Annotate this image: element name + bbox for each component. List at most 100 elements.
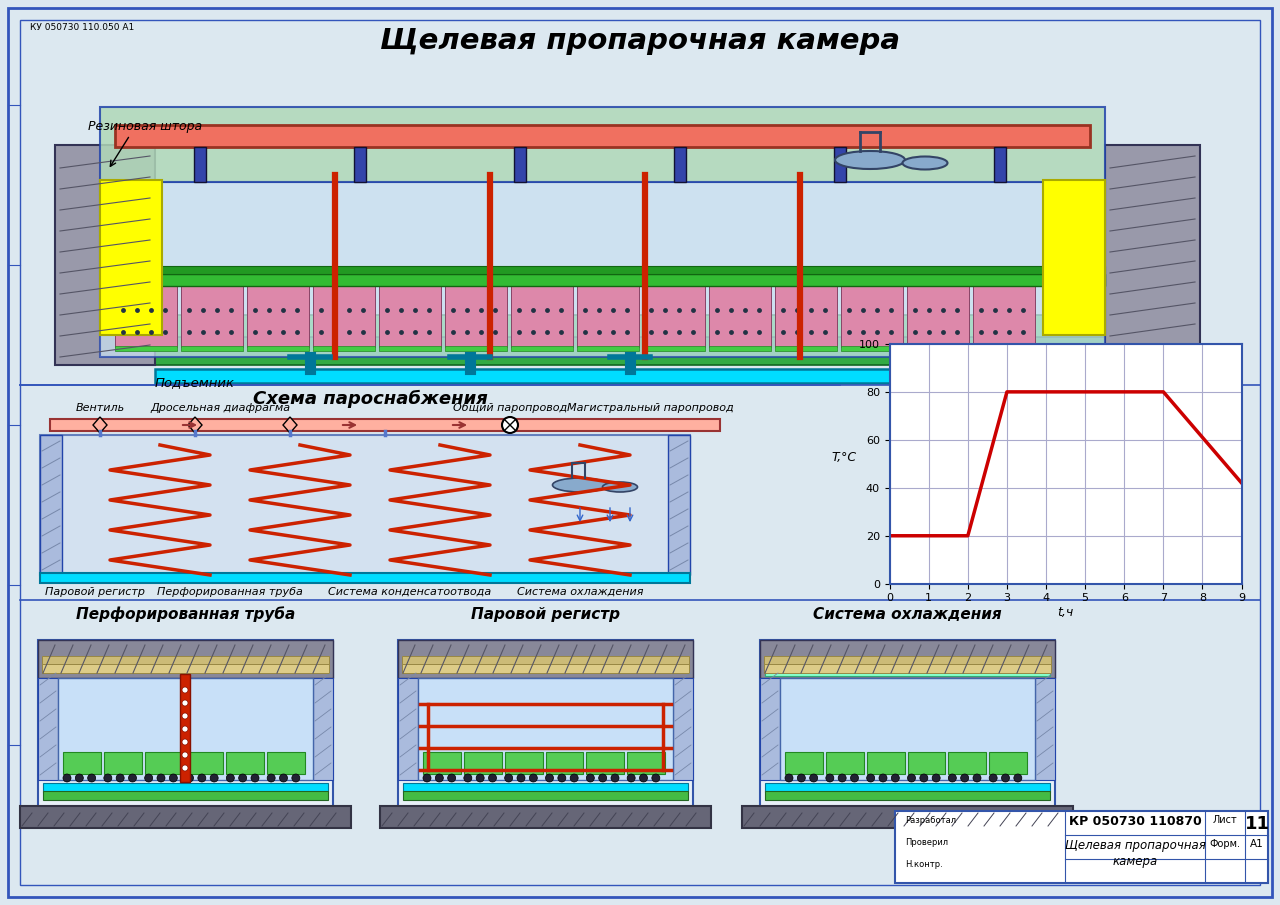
Bar: [38, 678, 58, 780]
Polygon shape: [93, 417, 108, 433]
Bar: [55, 315, 1201, 337]
Bar: [765, 666, 1050, 676]
Bar: [314, 285, 375, 347]
Bar: [826, 752, 864, 774]
Circle shape: [502, 417, 518, 433]
Circle shape: [186, 774, 193, 782]
Bar: [742, 806, 1073, 828]
Circle shape: [785, 774, 794, 782]
Text: КР 050730 110870: КР 050730 110870: [1069, 815, 1202, 828]
Circle shape: [463, 774, 472, 782]
Circle shape: [879, 774, 887, 782]
Bar: [104, 752, 142, 774]
Circle shape: [279, 774, 288, 782]
Bar: [355, 147, 366, 182]
Bar: [780, 678, 1036, 780]
Bar: [44, 791, 328, 800]
Bar: [314, 678, 333, 780]
Bar: [511, 285, 573, 347]
Circle shape: [157, 774, 165, 782]
Circle shape: [116, 774, 124, 782]
Bar: [379, 346, 442, 351]
Bar: [765, 791, 1050, 800]
Bar: [1105, 145, 1201, 365]
Bar: [673, 678, 692, 780]
Text: Общий паропровод: Общий паропровод: [453, 403, 567, 413]
Bar: [867, 752, 905, 774]
Bar: [764, 656, 1051, 664]
Circle shape: [182, 752, 188, 758]
Bar: [100, 266, 1105, 274]
Circle shape: [599, 774, 607, 782]
Circle shape: [891, 774, 900, 782]
Bar: [419, 678, 673, 780]
Circle shape: [489, 774, 497, 782]
Ellipse shape: [553, 478, 608, 492]
Circle shape: [961, 774, 969, 782]
Bar: [155, 369, 915, 383]
Text: Лист: Лист: [1212, 815, 1238, 825]
Text: КУ 050730 110.050 А1: КУ 050730 110.050 А1: [29, 23, 134, 32]
Bar: [577, 346, 639, 351]
Text: Схема пароснабжения: Схема пароснабжения: [252, 390, 488, 408]
Bar: [380, 806, 710, 828]
Circle shape: [227, 774, 234, 782]
Bar: [195, 147, 206, 182]
Circle shape: [104, 774, 111, 782]
Circle shape: [182, 713, 188, 719]
Circle shape: [973, 774, 980, 782]
Circle shape: [1001, 774, 1010, 782]
Bar: [100, 274, 1105, 286]
Bar: [314, 346, 375, 351]
Bar: [115, 346, 177, 351]
Circle shape: [210, 774, 218, 782]
Text: Система охлаждения: Система охлаждения: [813, 607, 1002, 622]
Bar: [908, 752, 946, 774]
Bar: [402, 664, 689, 673]
Bar: [841, 346, 902, 351]
Bar: [63, 752, 101, 774]
Bar: [247, 285, 308, 347]
Bar: [774, 285, 837, 347]
Text: Вентиль: Вентиль: [76, 403, 124, 413]
Text: Паровой регистр: Паровой регистр: [471, 607, 620, 622]
Text: Магистральный паропровод: Магистральный паропровод: [567, 403, 733, 413]
Circle shape: [1014, 774, 1021, 782]
Bar: [973, 346, 1036, 351]
Circle shape: [652, 774, 659, 782]
Bar: [145, 752, 183, 774]
Bar: [115, 285, 177, 347]
Text: Система охлаждения: Система охлаждения: [517, 587, 644, 597]
Bar: [835, 147, 846, 182]
Bar: [545, 752, 584, 774]
Bar: [402, 656, 689, 664]
Text: Щелевая пропарочная камера: Щелевая пропарочная камера: [380, 27, 900, 55]
Ellipse shape: [835, 151, 905, 169]
Bar: [760, 678, 780, 780]
Circle shape: [435, 774, 443, 782]
Bar: [422, 752, 461, 774]
Circle shape: [182, 700, 188, 706]
Bar: [58, 678, 314, 780]
Circle shape: [251, 774, 259, 782]
Bar: [100, 107, 1105, 182]
Circle shape: [268, 774, 275, 782]
Text: Дросельная диафрагма: Дросельная диафрагма: [150, 403, 291, 413]
Text: Снижатель: Снижатель: [1051, 376, 1129, 389]
Bar: [463, 752, 502, 774]
Polygon shape: [188, 417, 202, 433]
Circle shape: [545, 774, 553, 782]
Circle shape: [182, 765, 188, 771]
Circle shape: [611, 774, 620, 782]
Bar: [20, 806, 351, 828]
Bar: [895, 811, 1268, 883]
Circle shape: [570, 774, 579, 782]
Circle shape: [850, 774, 859, 782]
Text: Н.контр.: Н.контр.: [905, 860, 943, 869]
Bar: [100, 182, 1105, 357]
Text: Подъемник: Подъемник: [155, 376, 236, 389]
Circle shape: [169, 774, 178, 782]
Circle shape: [797, 774, 805, 782]
Text: График тепловой обработки: График тепловой обработки: [937, 390, 1213, 408]
Bar: [760, 640, 1055, 678]
